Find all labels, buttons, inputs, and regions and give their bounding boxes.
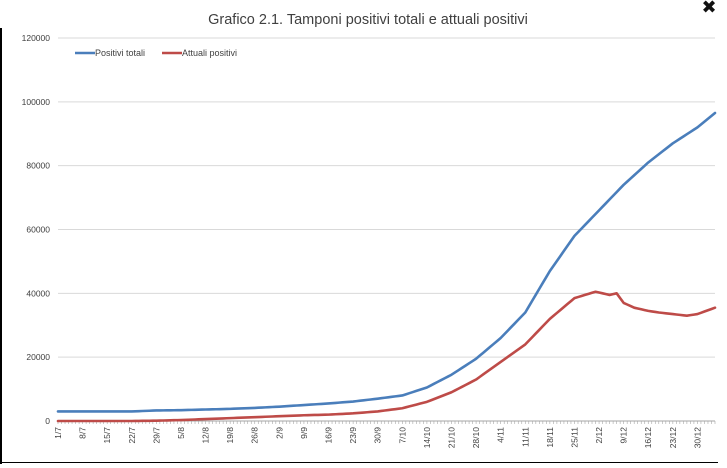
x-tick-label: 9/12 [619,427,629,444]
x-tick-label: 11/11 [520,427,530,447]
left-border [0,28,2,464]
x-tick-label: 4/11 [496,427,506,443]
x-tick-label: 21/10 [446,427,456,449]
x-tick-label: 16/12 [643,427,653,449]
x-tick-label: 2/12 [594,427,604,444]
x-tick-label: 28/10 [471,427,481,449]
grid [58,37,715,358]
y-tick-label: 100000 [22,97,51,107]
series-line-2 [56,290,717,423]
x-tick-label: 12/8 [201,427,211,444]
y-tick-label: 20000 [26,352,50,362]
x-tick-label: 9/9 [299,427,309,439]
legend-label-2: Attuali positivi [182,48,237,58]
x-tick-label: 23/9 [348,427,358,444]
x-tick-label: 19/8 [225,427,235,444]
y-tick-label: 120000 [22,33,51,43]
x-tick-label: 26/8 [250,427,260,444]
x-tick-label: 15/7 [102,427,112,444]
y-tick-label: 0 [45,416,50,426]
y-tick-label: 40000 [26,288,50,298]
y-tick-label: 80000 [26,161,50,171]
x-tick-label: 22/7 [127,427,137,444]
x-tick-label: 29/7 [151,427,161,444]
x-tick-label: 14/10 [422,427,432,449]
x-tick-label: 25/11 [569,427,579,448]
x-tick-label: 16/9 [324,427,334,444]
chart-title: Grafico 2.1. Tamponi positivi totali e a… [208,12,528,28]
close-icon[interactable]: ✖ [701,0,717,18]
x-tick-label: 5/8 [176,427,186,439]
legend: Positivi totali Attuali positivi [75,48,237,58]
x-tick-label: 8/7 [78,427,88,439]
x-tick-label: 30/12 [692,427,702,449]
y-tick-label: 60000 [26,225,50,235]
x-tick-label: 1/7 [53,427,63,439]
x-tick-label: 2/9 [274,427,284,439]
x-axis: 1/7 8/7 15/7 22/7 29/7 5/8 12/8 19/8 26/8 2/9 9/9 1… [53,420,716,449]
bottom-border [0,462,718,463]
x-tick-label: 7/10 [397,427,407,444]
x-tick-label: 18/11 [545,427,555,448]
series-lines [56,111,717,423]
legend-label-1: Positivi totali [95,48,145,58]
x-tick-label: 23/12 [668,427,678,449]
x-tick-label: 30/9 [373,427,383,444]
series-line-1 [56,111,717,413]
y-axis: 0 20000 40000 60000 80000 100000 120000 [22,33,51,426]
